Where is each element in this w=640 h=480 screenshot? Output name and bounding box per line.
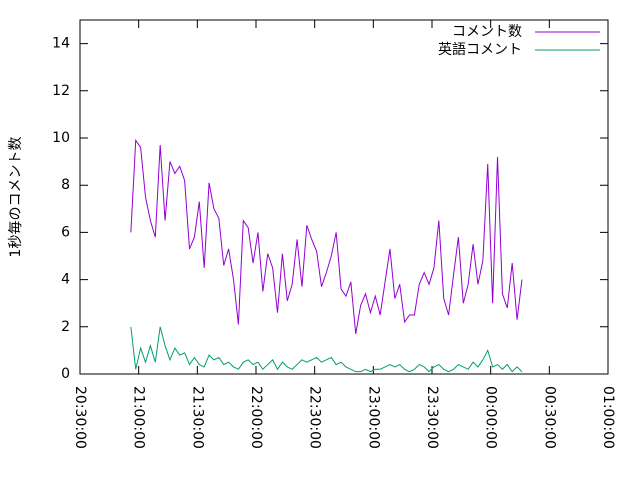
y-tick-label: 8 [61,177,70,193]
y-tick-label: 2 [61,319,70,335]
y-axis-label: 1秒毎のコメント数 [8,137,24,258]
series-line [130,326,523,373]
y-tick-label: 0 [61,366,70,382]
x-tick-label: 23:30:00 [424,386,440,449]
y-tick-label: 4 [61,272,70,288]
x-tick-label: 22:30:00 [307,386,323,449]
x-tick-label: 21:00:00 [131,386,147,449]
x-tick-label: 20:30:00 [72,386,88,449]
x-tick-label: 00:30:00 [541,386,557,449]
legend-label: 英語コメント [438,41,522,58]
y-tick-label: 10 [52,130,70,146]
x-tick-label: 23:00:00 [365,386,381,449]
y-tick-label: 12 [52,83,70,99]
x-tick-label: 21:30:00 [189,386,205,449]
y-tick-label: 14 [52,36,70,52]
plot-frame [79,19,609,375]
y-tick-label: 6 [61,224,70,240]
x-tick-label: 01:00:00 [600,386,616,449]
series-line [130,138,523,334]
legend-label: コメント数 [452,24,522,40]
x-tick-label: 00:00:00 [483,386,499,449]
x-tick-label: 22:00:00 [248,386,264,449]
